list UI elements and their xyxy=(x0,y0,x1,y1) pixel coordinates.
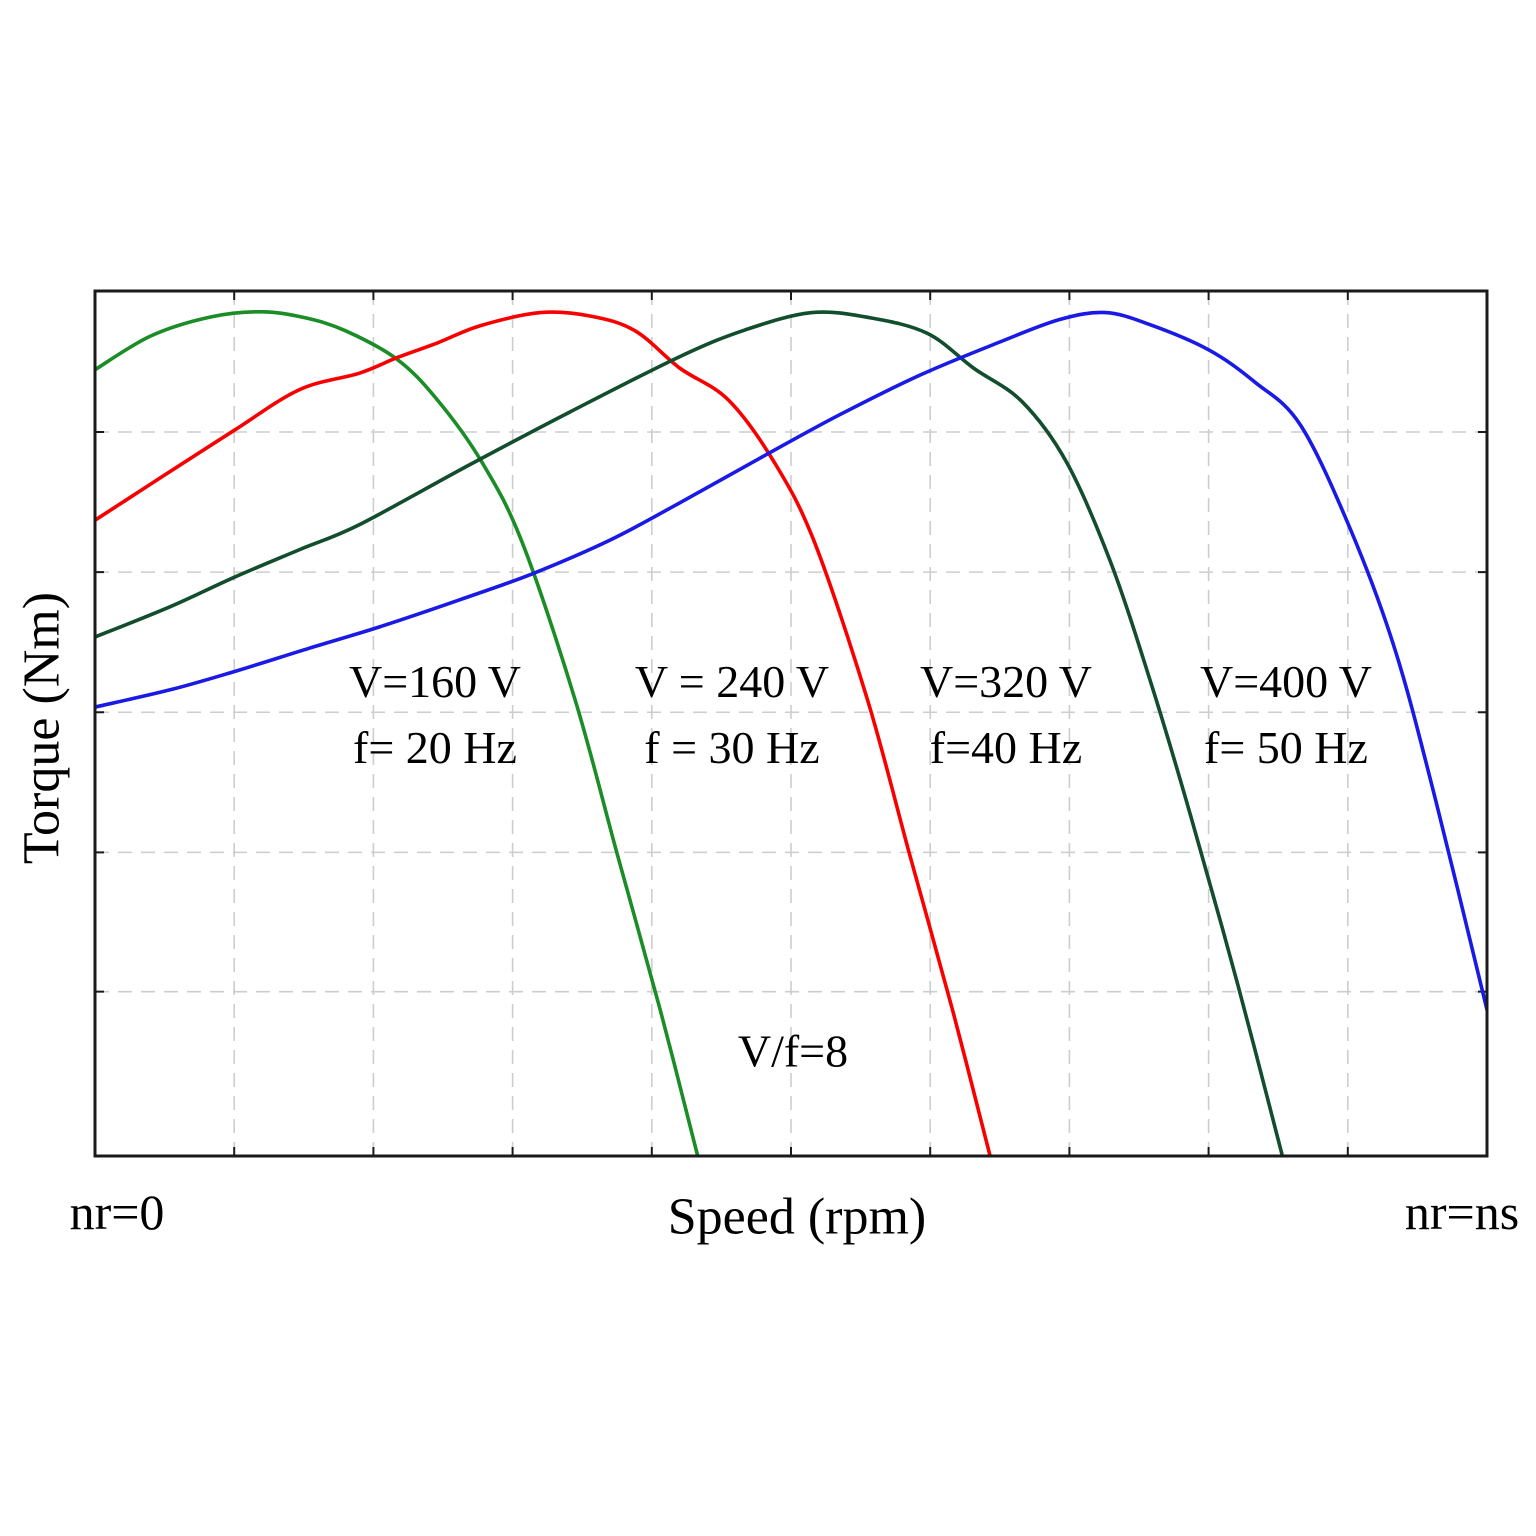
curve-label-240v-30hz: V = 240 V f = 30 Hz xyxy=(635,649,829,781)
curve-label-320v-line1: V=320 V xyxy=(919,656,1093,707)
curve-label-400v-50hz: V=400 V f= 50 Hz xyxy=(1200,649,1372,781)
curve-label-400v-line2: f= 50 Hz xyxy=(1204,722,1368,773)
x-axis-right-endpoint-label: nr=ns xyxy=(1404,1184,1520,1240)
curve-label-320v-40hz: V=320 V f=40 Hz xyxy=(920,649,1092,781)
curve-label-160v-20hz: V=160 V f= 20 Hz xyxy=(349,649,521,781)
curve-label-240v-line1: V = 240 V xyxy=(634,656,830,707)
x-axis-left-endpoint-label: nr=0 xyxy=(69,1184,165,1240)
curve-label-240v-line2: f = 30 Hz xyxy=(644,722,820,773)
vf-ratio-annotation: V/f=8 xyxy=(737,1025,849,1077)
y-axis-title: Torque (Nm) xyxy=(13,591,71,865)
curve-series-3 xyxy=(95,310,1487,1012)
curve-series-0 xyxy=(95,309,700,1156)
curve-label-160v-line1: V=160 V xyxy=(348,656,522,707)
curve-label-320v-line2: f=40 Hz xyxy=(929,722,1083,773)
curve-series-1 xyxy=(95,310,992,1156)
curve-series-2 xyxy=(95,310,1285,1156)
plot-frame xyxy=(93,289,1489,1158)
curve-label-400v-line1: V=400 V xyxy=(1199,656,1373,707)
curve-label-160v-line2: f= 20 Hz xyxy=(353,722,517,773)
x-axis-title: Speed (rpm) xyxy=(667,1188,927,1246)
